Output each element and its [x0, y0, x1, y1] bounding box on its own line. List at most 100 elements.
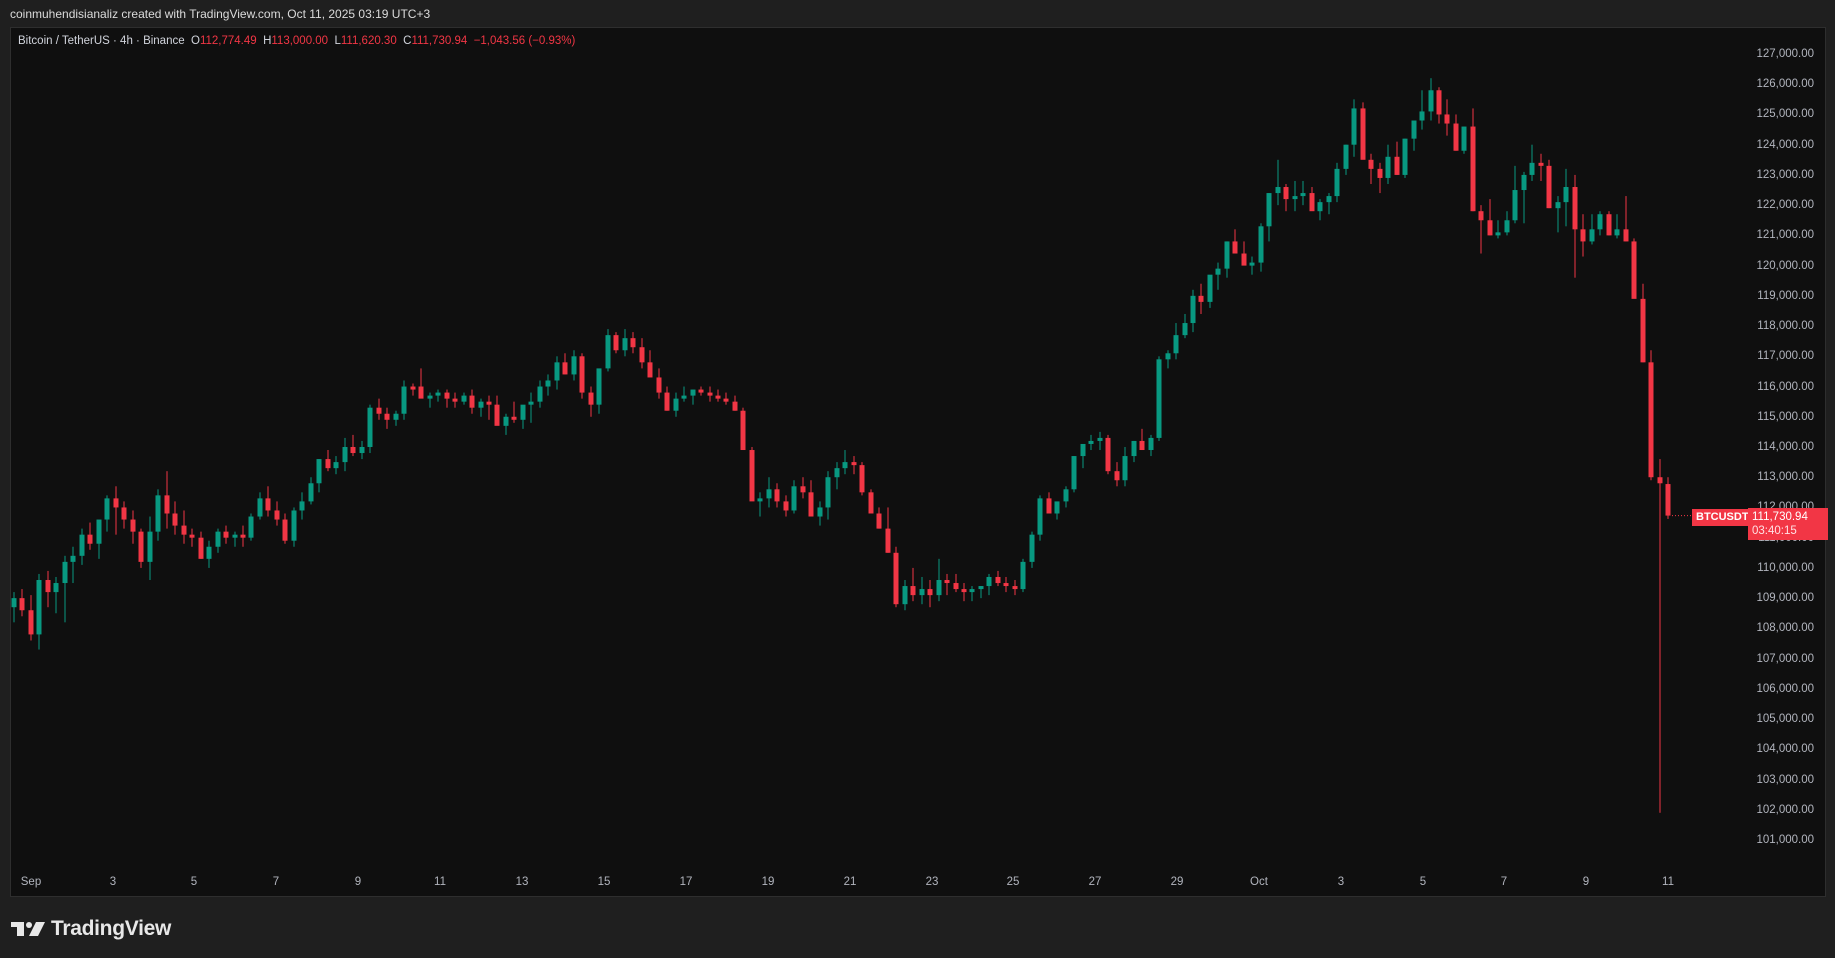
candle-wick [1497, 220, 1499, 239]
candle-body [36, 580, 42, 635]
candle-body [325, 459, 331, 469]
date-tick: 27 [1088, 876, 1102, 888]
candle-body [1173, 335, 1179, 354]
candle-body [723, 398, 729, 402]
candle-body [1046, 498, 1052, 514]
candle-body [1309, 193, 1315, 212]
candle-body [1114, 471, 1120, 481]
candle-body [1317, 202, 1323, 212]
candle-body [910, 586, 916, 596]
date-tick: 15 [597, 876, 611, 888]
candle-body [469, 395, 475, 408]
date-tick: 17 [679, 876, 693, 888]
candle-body [1063, 489, 1069, 502]
candle-body [613, 335, 619, 351]
candle-body [927, 589, 933, 596]
chart-pane[interactable] [10, 27, 1826, 897]
candle-body [87, 534, 93, 544]
candle-body [622, 338, 628, 351]
candle-body [1037, 498, 1043, 535]
price-tick: 106,000.00 [1756, 682, 1814, 695]
candle-body [859, 465, 865, 493]
candle-body [876, 513, 882, 529]
candle-body [410, 386, 416, 390]
candle-body [1521, 174, 1527, 191]
candle-body [1029, 534, 1035, 562]
price-tick: 110,000.00 [1757, 561, 1814, 574]
candle-wick [55, 576, 57, 614]
candle-body [1224, 241, 1230, 269]
candle-body [1597, 214, 1603, 230]
candle-body [1657, 477, 1663, 484]
candle-body [554, 362, 560, 381]
date-tick: 13 [515, 876, 529, 888]
candle-body [1614, 229, 1620, 236]
candle-body [1487, 220, 1493, 236]
candle-body [452, 398, 458, 402]
candle-body [1292, 196, 1298, 200]
candle-body [545, 380, 551, 387]
candle-wick [72, 546, 74, 584]
price-tick: 115,000.00 [1757, 410, 1814, 423]
high-value: 113,000.00 [271, 35, 329, 47]
candle-body [995, 576, 1001, 584]
tradingview-logo[interactable]: TradingView [11, 917, 171, 941]
price-tick: 127,000.00 [1756, 48, 1814, 60]
tradingview-logo-icon [11, 922, 45, 936]
candle-body [1529, 162, 1535, 175]
candle-body [418, 386, 424, 399]
candle-wick [1141, 428, 1143, 451]
candle-body [333, 462, 339, 469]
candle-body [800, 486, 806, 493]
candle-body [70, 555, 76, 562]
candle-body [664, 392, 670, 411]
candle-body [1640, 298, 1646, 363]
date-tick: 5 [190, 876, 198, 888]
candle-body [953, 583, 959, 590]
candle-body [537, 386, 543, 402]
symbol-info[interactable]: Bitcoin / TetherUS · 4h · Binance [18, 35, 185, 47]
candle-body [215, 531, 221, 547]
price-tick: 103,000.00 [1756, 773, 1814, 786]
candle-body [1470, 126, 1476, 212]
candle-wick [1277, 159, 1279, 206]
candle-body [62, 561, 68, 584]
candle-wick [683, 386, 685, 402]
candle-body [766, 489, 772, 499]
candle-body [494, 404, 500, 426]
candle-wick [971, 586, 973, 602]
candle-body [1478, 211, 1484, 221]
candle-body [257, 498, 263, 517]
candle-wick [429, 392, 431, 408]
candle-body [291, 510, 297, 541]
candle-body [248, 516, 254, 538]
candle-body [164, 495, 170, 514]
candle-body [1368, 159, 1374, 169]
date-tick: 11 [434, 876, 446, 888]
candle-wick [420, 368, 422, 396]
candle-body [53, 583, 59, 593]
date-tick: 5 [1419, 876, 1427, 888]
price-tick: 122,000.00 [1756, 199, 1814, 212]
candle-body [690, 389, 696, 396]
candle-body [427, 395, 433, 399]
price-tick: 108,000.00 [1756, 622, 1814, 635]
candle-body [1139, 440, 1145, 451]
candle-body [1275, 187, 1281, 194]
candle-wick [692, 389, 694, 405]
candle-body [868, 492, 874, 514]
price-tick: 120,000.00 [1756, 259, 1814, 272]
candle-body [172, 513, 178, 526]
candle-body [1665, 484, 1671, 516]
candle-wick [64, 555, 66, 623]
candle-wick [234, 531, 236, 547]
candle-body [393, 413, 399, 420]
candle-body [511, 416, 517, 420]
candle-body [1165, 353, 1171, 360]
candle-body [138, 531, 144, 562]
candle-body [774, 489, 780, 502]
candle-body [1012, 586, 1018, 590]
candle-body [562, 362, 568, 375]
date-tick: Sep [20, 876, 42, 888]
